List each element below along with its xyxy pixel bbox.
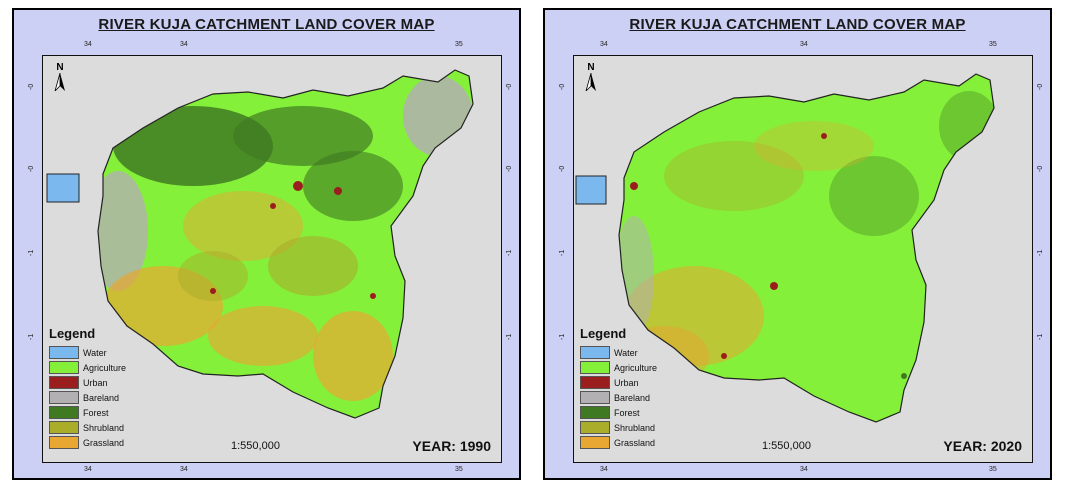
- top-tick: 34: [800, 41, 808, 48]
- bottom-tick: 34: [84, 466, 92, 473]
- urban-swatch: [580, 376, 610, 389]
- top-tick: 35: [455, 41, 463, 48]
- land-cover-patches: [98, 76, 473, 401]
- legend-label: Forest: [614, 407, 640, 418]
- legend-item-water: Water: [580, 345, 657, 360]
- map-frame: N Legend Water Agriculture Urban Barelan…: [573, 55, 1033, 463]
- legend-label: Urban: [83, 377, 108, 388]
- legend-item-forest: Forest: [49, 405, 126, 420]
- legend-label: Shrubland: [83, 422, 125, 433]
- north-label: N: [587, 62, 595, 73]
- year-label: YEAR: 1990: [412, 438, 491, 454]
- map-scale: 1:550,000: [762, 440, 811, 452]
- shrubland-swatch: [49, 421, 79, 434]
- bareland-swatch: [580, 391, 610, 404]
- catchment-map-1990: [46, 69, 474, 419]
- legend-label: Agriculture: [83, 362, 127, 373]
- legend-item-urban: Urban: [580, 375, 657, 390]
- water-swatch: [580, 346, 610, 359]
- map-title: RIVER KUJA CATCHMENT LAND COVER MAP: [629, 16, 966, 33]
- urban-swatch: [49, 376, 79, 389]
- north-arrow: N: [49, 62, 71, 96]
- agriculture-swatch: [580, 361, 610, 374]
- left-tick: -0: [28, 83, 35, 90]
- left-tick: -0: [28, 165, 35, 172]
- right-tick: -1: [506, 249, 513, 256]
- water-swatch: [49, 346, 79, 359]
- lake-water: [46, 173, 80, 203]
- legend-item-shrubland: Shrubland: [580, 420, 657, 435]
- map-title: RIVER KUJA CATCHMENT LAND COVER MAP: [98, 16, 435, 33]
- left-tick: -0: [559, 165, 566, 172]
- legend-label: Water: [83, 347, 107, 358]
- legend-title: Legend: [580, 326, 627, 341]
- catchment-map-2020: [575, 73, 995, 423]
- legend-label: Bareland: [83, 392, 120, 403]
- legend-label: Bareland: [614, 392, 651, 403]
- right-tick: -0: [1037, 83, 1044, 90]
- left-tick: -1: [559, 333, 566, 340]
- bottom-tick: 35: [989, 466, 997, 473]
- right-tick: -0: [1037, 165, 1044, 172]
- top-tick: 35: [989, 41, 997, 48]
- bottom-tick: 35: [455, 466, 463, 473]
- map-scale: 1:550,000: [231, 440, 280, 452]
- year-label: YEAR: 2020: [943, 438, 1022, 454]
- right-tick: -0: [506, 165, 513, 172]
- map-legend: Legend Water Agriculture Urban Bareland …: [49, 326, 126, 450]
- grassland-swatch: [580, 436, 610, 449]
- legend-item-water: Water: [49, 345, 126, 360]
- legend-label: Water: [614, 347, 638, 358]
- left-tick: -0: [559, 83, 566, 90]
- agriculture-swatch: [49, 361, 79, 374]
- right-tick: -1: [506, 333, 513, 340]
- grassland-swatch: [49, 436, 79, 449]
- legend-item-agriculture: Agriculture: [580, 360, 657, 375]
- north-arrow-icon: [585, 72, 596, 93]
- legend-label: Urban: [614, 377, 639, 388]
- legend-item-grassland: Grassland: [580, 435, 657, 450]
- top-tick: 34: [180, 41, 188, 48]
- legend-item-bareland: Bareland: [580, 390, 657, 405]
- legend-item-agriculture: Agriculture: [49, 360, 126, 375]
- shrubland-swatch: [580, 421, 610, 434]
- right-tick: -1: [1037, 249, 1044, 256]
- legend-item-urban: Urban: [49, 375, 126, 390]
- map-legend: Legend Water Agriculture Urban Bareland …: [580, 326, 657, 450]
- lake-water: [575, 175, 607, 205]
- north-label: N: [56, 62, 64, 73]
- legend-label: Forest: [83, 407, 109, 418]
- top-tick: 34: [84, 41, 92, 48]
- north-arrow: N: [580, 62, 602, 96]
- left-tick: -1: [28, 249, 35, 256]
- left-tick: -1: [559, 249, 566, 256]
- bottom-tick: 34: [800, 466, 808, 473]
- right-tick: -0: [506, 83, 513, 90]
- north-arrow-icon: [54, 72, 65, 93]
- bottom-tick: 34: [180, 466, 188, 473]
- map-frame: N Legend Water Agriculture Urban Barelan…: [42, 55, 502, 463]
- map-panel-2020: RIVER KUJA CATCHMENT LAND COVER MAP 34 3…: [543, 8, 1052, 480]
- right-tick: -1: [1037, 333, 1044, 340]
- legend-item-forest: Forest: [580, 405, 657, 420]
- top-tick: 34: [600, 41, 608, 48]
- legend-item-bareland: Bareland: [49, 390, 126, 405]
- legend-label: Shrubland: [614, 422, 656, 433]
- legend-title: Legend: [49, 326, 96, 341]
- legend-item-grassland: Grassland: [49, 435, 126, 450]
- left-tick: -1: [28, 333, 35, 340]
- bareland-swatch: [49, 391, 79, 404]
- forest-swatch: [580, 406, 610, 419]
- bottom-tick: 34: [600, 466, 608, 473]
- legend-label: Grassland: [83, 437, 125, 448]
- map-panel-1990: RIVER KUJA CATCHMENT LAND COVER MAP 34 3…: [12, 8, 521, 480]
- legend-item-shrubland: Shrubland: [49, 420, 126, 435]
- legend-label: Grassland: [614, 437, 656, 448]
- legend-label: Agriculture: [614, 362, 658, 373]
- forest-swatch: [49, 406, 79, 419]
